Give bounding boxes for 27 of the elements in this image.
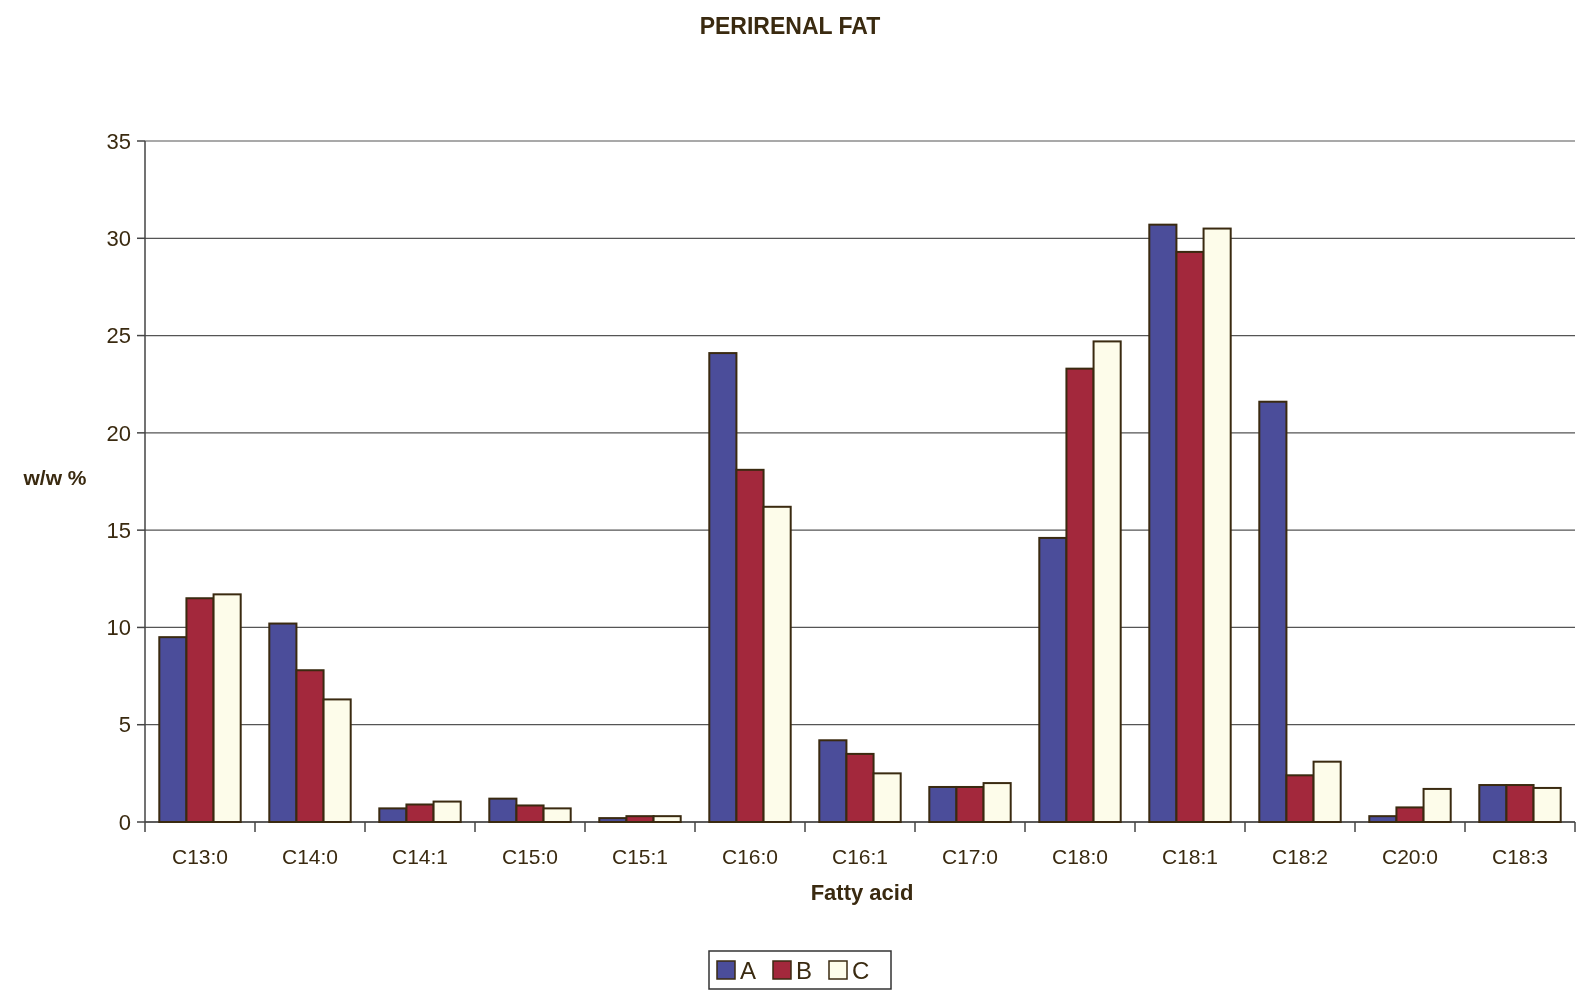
- x-tick-label: C17:0: [941, 845, 999, 868]
- chart-title: PERIRENAL FAT: [699, 13, 881, 39]
- x-tick-label: C16:0: [721, 845, 779, 868]
- x-tick-label: C18:0: [1051, 845, 1109, 868]
- y-tick-label: 15: [106, 517, 131, 543]
- x-axis-title: Fatty acid: [810, 880, 914, 905]
- x-tick-label: C18:3: [1491, 845, 1549, 868]
- x-tick-label: C15:0: [501, 845, 559, 868]
- y-axis-title: w/w %: [22, 466, 87, 489]
- x-tick-label: C14:0: [281, 845, 339, 868]
- legend-label: C: [852, 956, 870, 984]
- y-tick-label: 35: [106, 128, 131, 154]
- y-tick-label: 30: [106, 225, 131, 251]
- legend-label: A: [740, 956, 757, 984]
- x-tick-label: C16:1: [831, 845, 889, 868]
- y-tick-label: 20: [106, 420, 131, 446]
- x-tick-label: C20:0: [1381, 845, 1439, 868]
- x-tick-label: C18:1: [1161, 845, 1219, 868]
- x-tick-label: C15:1: [611, 845, 669, 868]
- y-tick-label: 5: [118, 712, 131, 738]
- x-tick-label: C14:1: [391, 845, 449, 868]
- x-tick-label: C13:0: [171, 845, 229, 868]
- x-tick-label: C18:2: [1271, 845, 1329, 868]
- y-tick-label: 25: [106, 323, 131, 349]
- y-tick-label: 10: [106, 615, 131, 641]
- y-tick-label: 0: [118, 809, 131, 835]
- legend-label: B: [796, 956, 813, 984]
